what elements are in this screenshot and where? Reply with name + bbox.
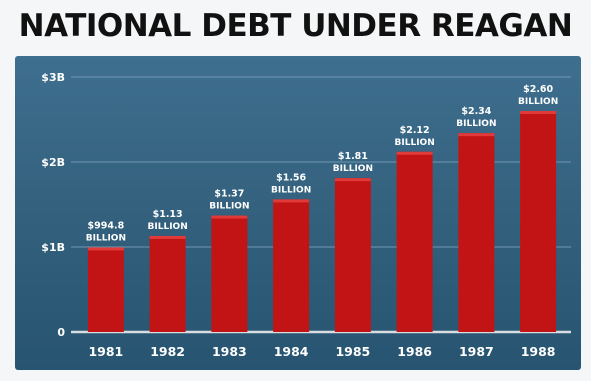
data-label-value: $1.37 — [214, 189, 244, 200]
data-label-value: $1.56 — [276, 172, 306, 183]
gridlines — [71, 76, 571, 248]
data-label-unit: BILLION — [333, 164, 373, 174]
bar-1982 — [149, 235, 186, 332]
bars — [87, 111, 557, 332]
bar-top-highlight — [149, 235, 186, 239]
bar-top-highlight — [87, 247, 124, 251]
bar-top-highlight — [396, 151, 433, 155]
bar-1986 — [396, 151, 433, 332]
data-label-unit: BILLION — [271, 185, 311, 195]
bar-1984 — [273, 199, 310, 332]
data-label-unit: BILLION — [456, 119, 496, 129]
chart-title: NATIONAL DEBT UNDER REAGAN — [18, 8, 573, 44]
bar-top-highlight — [273, 199, 310, 203]
bar-top-highlight — [211, 215, 248, 219]
bar-1988 — [520, 111, 557, 332]
data-label-value: $2.34 — [461, 106, 491, 117]
y-tick-label: $1B — [41, 241, 65, 254]
chart-panel: 0 $1B $2B $3B $994.8 BILLION $1.13 BILLION $1.3… — [15, 56, 581, 370]
x-tick-label: 1988 — [521, 344, 556, 359]
data-label-value: $1.13 — [153, 209, 183, 220]
x-tick-label: 1985 — [335, 344, 370, 359]
data-label-unit: BILLION — [395, 138, 435, 148]
x-tick-label: 1987 — [459, 344, 494, 359]
x-tick-label: 1986 — [397, 344, 432, 359]
bar-top-highlight — [520, 111, 557, 114]
data-label-unit: BILLION — [209, 202, 249, 212]
y-tick-label: $2B — [41, 156, 65, 169]
data-label-value: $2.12 — [400, 125, 430, 136]
x-tick-label: 1981 — [88, 344, 123, 359]
bar-1983 — [211, 215, 248, 332]
bar-1987 — [458, 133, 495, 332]
data-label-unit: BILLION — [518, 97, 558, 107]
data-label-unit: BILLION — [86, 233, 126, 243]
y-tick-label: $3B — [41, 71, 65, 84]
bar-chart: 0 $1B $2B $3B $994.8 BILLION $1.13 BILLION $1.3… — [41, 71, 571, 359]
data-labels: $994.8 BILLION $1.13 BILLION $1.37 BILLION $1.… — [86, 84, 558, 243]
bar-1985 — [334, 178, 371, 332]
y-tick-label: 0 — [57, 326, 65, 339]
x-tick-label: 1984 — [274, 344, 309, 359]
data-label-value: $2.60 — [523, 84, 553, 95]
bar-top-highlight — [334, 178, 371, 182]
data-label-value: $1.81 — [338, 151, 368, 162]
bar-1981 — [87, 247, 124, 332]
x-axis: 1981 1982 1983 1984 1985 1986 1987 1988 — [88, 344, 555, 359]
bar-top-highlight — [458, 133, 495, 137]
data-label-unit: BILLION — [148, 222, 188, 232]
data-label-value: $994.8 — [88, 220, 125, 231]
x-tick-label: 1982 — [150, 344, 185, 359]
x-tick-label: 1983 — [212, 344, 247, 359]
